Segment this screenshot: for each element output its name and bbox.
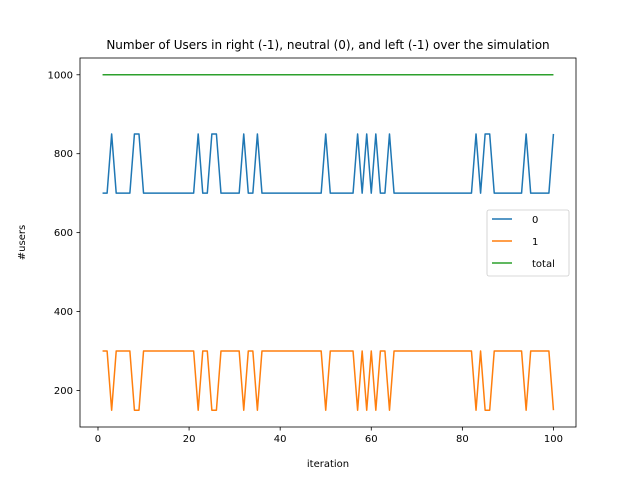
x-tick-label: 40	[274, 434, 287, 445]
x-axis: 0 20 40 60 80 100	[95, 427, 563, 445]
axes-frame	[79, 57, 577, 428]
legend: 0 1 total	[486, 209, 570, 277]
y-tick-label: 800	[54, 149, 73, 160]
legend-label-total: total	[532, 259, 555, 270]
legend-label-0: 0	[532, 215, 538, 226]
y-axis: 200 400 600 800 1000	[48, 70, 80, 397]
series-line-1	[102, 350, 555, 411]
x-tick-label: 80	[456, 434, 469, 445]
legend-frame	[486, 209, 570, 277]
chart-title: Number of Users in right (-1), neutral (…	[106, 38, 549, 52]
y-tick-label: 400	[54, 307, 73, 318]
legend-label-1: 1	[532, 237, 538, 248]
y-tick-label: 1000	[48, 70, 73, 81]
y-tick-label: 600	[54, 228, 73, 239]
y-tick-label: 200	[54, 386, 73, 397]
series-layer	[102, 74, 555, 411]
legend-items: 0 1 total	[492, 215, 555, 270]
x-tick-label: 100	[544, 434, 563, 445]
y-axis-label: #users	[17, 225, 28, 260]
x-tick-label: 20	[183, 434, 196, 445]
x-axis-label: iteration	[307, 459, 349, 470]
x-tick-label: 0	[95, 434, 101, 445]
x-tick-label: 60	[365, 434, 378, 445]
series-line-0	[102, 133, 555, 194]
